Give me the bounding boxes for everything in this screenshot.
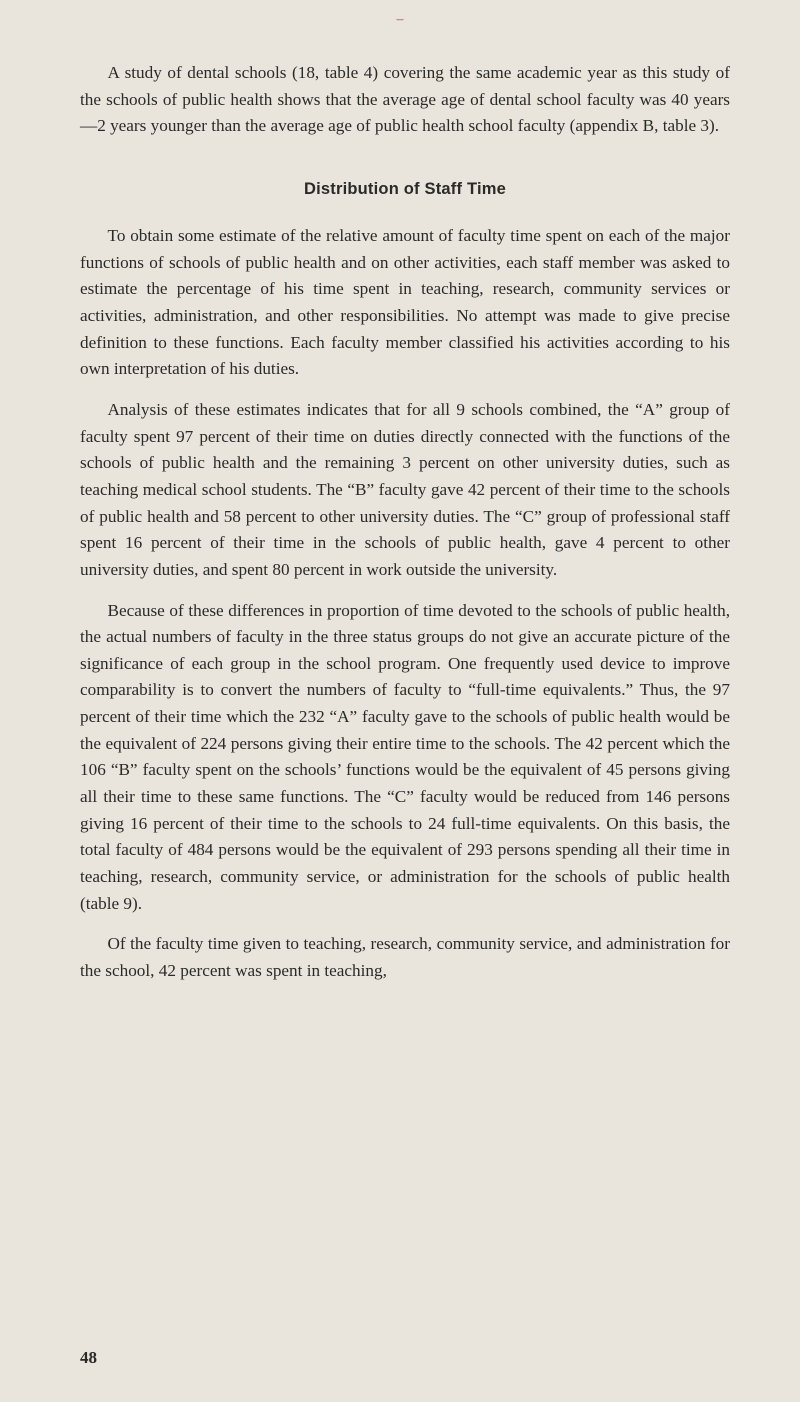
- paragraph-2: To obtain some estimate of the relative …: [80, 223, 730, 383]
- paragraph-5: Of the faculty time given to teaching, r…: [80, 931, 730, 984]
- section-heading-staff-time: Distribution of Staff Time: [80, 180, 730, 199]
- document-page: – A study of dental schools (18, table 4…: [0, 0, 800, 1402]
- paragraph-intro: A study of dental schools (18, table 4) …: [80, 60, 730, 140]
- paragraph-3: Analysis of these estimates indicates th…: [80, 397, 730, 584]
- page-number: 48: [80, 1348, 97, 1368]
- page-top-mark: –: [397, 12, 404, 28]
- paragraph-4: Because of these differences in proporti…: [80, 598, 730, 918]
